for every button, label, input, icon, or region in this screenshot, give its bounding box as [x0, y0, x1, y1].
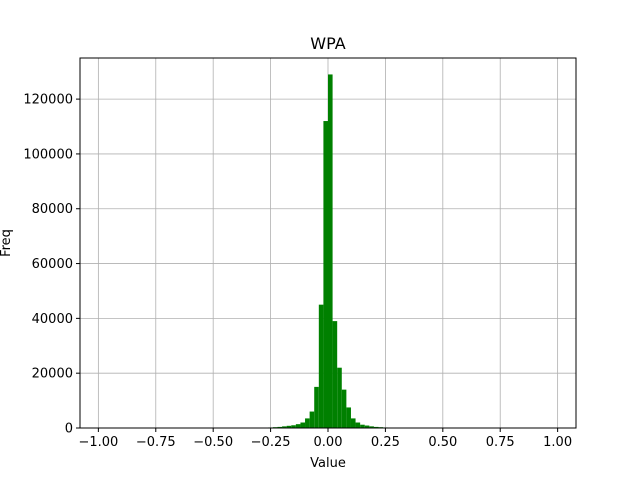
x-axis-label: Value — [310, 456, 346, 471]
histogram-bar — [291, 425, 296, 428]
x-tick-label: 1.00 — [543, 435, 572, 450]
histogram-bar — [277, 426, 283, 428]
y-axis-ticks: 0 20000 40000 60000 80000 100000 120000 — [23, 93, 80, 437]
chart-title: WPA — [310, 34, 345, 53]
histogram-bar — [282, 426, 287, 428]
histogram-bar — [337, 367, 342, 428]
histogram-bar — [323, 121, 328, 428]
y-tick-label: 40000 — [32, 312, 73, 327]
histogram-bar — [318, 304, 324, 428]
histogram-bar — [305, 418, 310, 428]
x-tick-label: −0.75 — [136, 435, 176, 450]
histogram-bar — [341, 389, 347, 428]
histogram-bar — [300, 422, 306, 428]
histogram-bar — [314, 386, 319, 428]
x-tick-label: −1.00 — [78, 435, 118, 450]
x-tick-label: 0.50 — [428, 435, 457, 450]
y-tick-label: 20000 — [32, 367, 73, 382]
histogram-bar — [332, 321, 338, 428]
histogram-bars — [268, 74, 388, 428]
histogram-bar — [369, 426, 374, 428]
y-tick-label: 0 — [65, 422, 73, 437]
y-tick-label: 80000 — [32, 202, 73, 217]
histogram-bar — [286, 425, 292, 428]
histogram-bar — [373, 426, 379, 428]
histogram-bar — [295, 424, 301, 428]
histogram-bar — [328, 74, 333, 428]
histogram-bar — [360, 424, 365, 428]
x-tick-label: 0.25 — [371, 435, 400, 450]
y-tick-label: 120000 — [23, 93, 73, 108]
x-tick-label: 0.75 — [486, 435, 515, 450]
histogram-bar — [346, 407, 351, 428]
y-tick-label: 100000 — [23, 147, 73, 162]
x-tick-label: 0.00 — [314, 435, 343, 450]
histogram-bar — [364, 425, 370, 428]
x-tick-label: −0.50 — [193, 435, 233, 450]
y-tick-label: 60000 — [32, 257, 73, 272]
histogram-bar — [309, 411, 315, 428]
histogram-bar — [355, 422, 361, 428]
y-axis-label: Freq — [0, 229, 14, 257]
x-tick-label: −0.25 — [251, 435, 291, 450]
x-axis-ticks: −1.00 −0.75 −0.50 −0.25 0.00 0.25 0.50 0.75 1.00 — [78, 428, 572, 450]
histogram-bar — [350, 418, 356, 428]
